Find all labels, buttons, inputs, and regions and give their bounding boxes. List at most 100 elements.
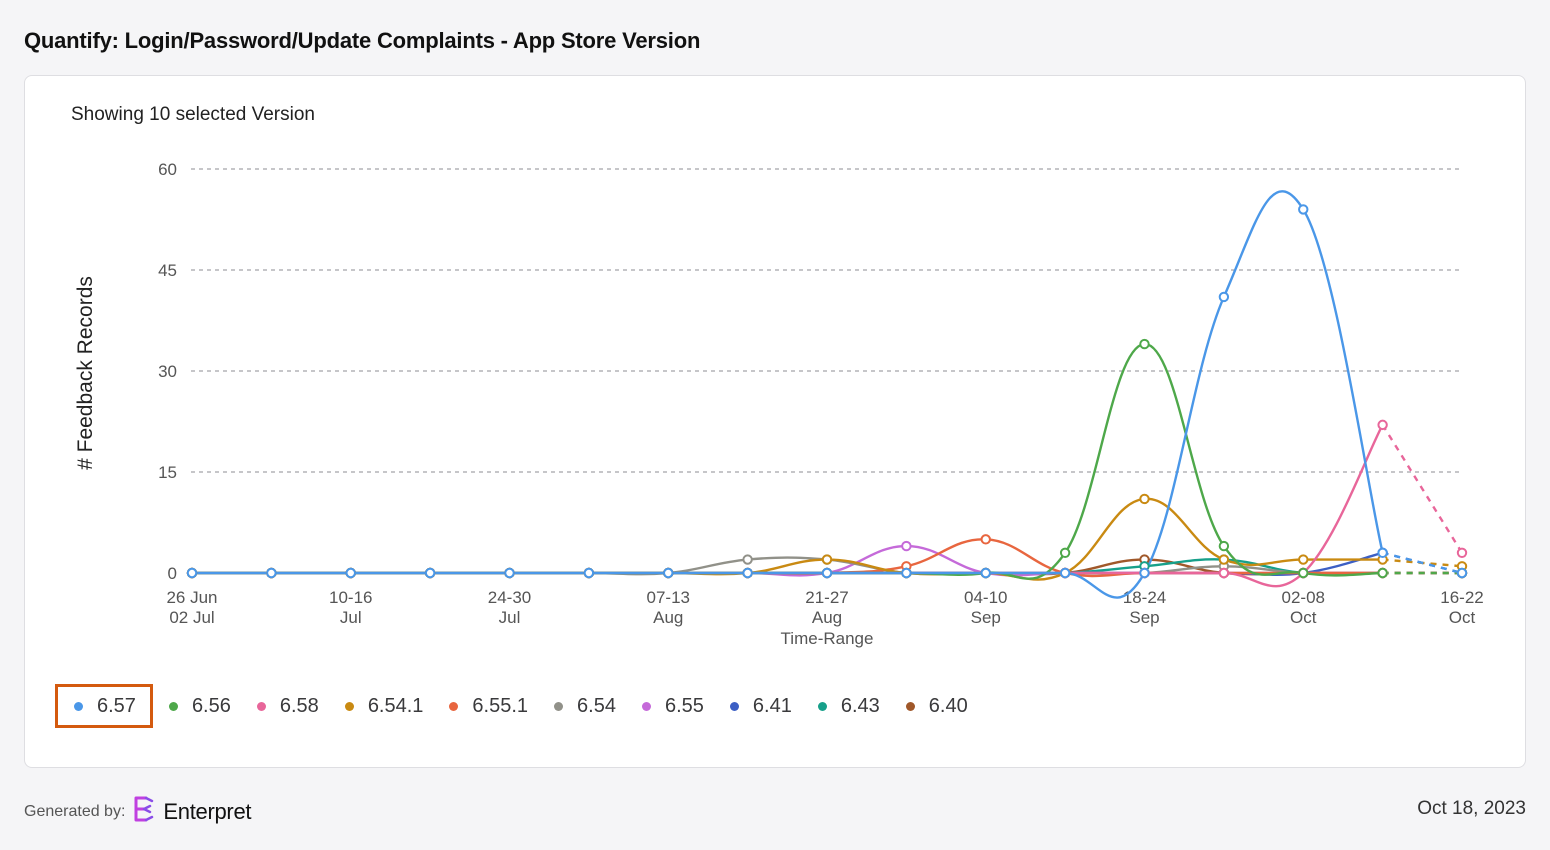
x-tick-label: 04-10: [964, 588, 1007, 607]
x-tick-label: 10-16: [329, 588, 372, 607]
data-point: [345, 567, 356, 579]
data-point: [901, 567, 912, 579]
legend-item-6.57[interactable]: 6.57: [55, 684, 153, 728]
series-partial-line-6.58: [1381, 424, 1464, 554]
data-point: [1139, 338, 1150, 350]
legend-label: 6.56: [191, 694, 231, 717]
data-point: [1456, 567, 1468, 579]
data-point: [583, 567, 595, 579]
generated-by-label: Generated by:: [24, 802, 126, 820]
legend-item-6.41[interactable]: 6.41: [714, 684, 802, 728]
data-point: [821, 554, 833, 565]
x-tick-label: Sep: [1129, 608, 1159, 627]
legend-item-6.54.1[interactable]: 6.54.1: [329, 684, 434, 728]
x-tick-label: Jul: [340, 608, 362, 627]
data-point: [1298, 554, 1309, 565]
data-point: [424, 567, 436, 579]
data-point: [1139, 493, 1150, 505]
data-point: [821, 567, 833, 579]
series-line-6.56: [192, 342, 1383, 580]
legend-item-6.56[interactable]: 6.56: [153, 684, 241, 728]
x-tick-label: 02 Jul: [169, 608, 214, 627]
legend-label: 6.43: [840, 694, 880, 717]
data-point: [1377, 547, 1388, 558]
brand-name: Enterpret: [163, 798, 252, 824]
legend-label: 6.54.1: [367, 694, 424, 717]
legend-item-6.43[interactable]: 6.43: [802, 684, 890, 728]
x-tick-label: 02-08: [1282, 588, 1325, 607]
data-point: [980, 534, 991, 545]
data-point: [1059, 547, 1071, 558]
data-point: [1456, 547, 1468, 558]
data-point: [1218, 567, 1230, 579]
legend-label: 6.55.1: [472, 694, 529, 717]
y-tick-label: 45: [158, 261, 177, 280]
legend-item-6.58[interactable]: 6.58: [241, 684, 329, 728]
legend-label: 6.40: [928, 694, 968, 717]
generated-by: Generated by: Enterpret: [24, 796, 252, 827]
legend-swatch: [74, 701, 83, 711]
x-tick-label: Aug: [812, 608, 842, 627]
series-line-6.57: [192, 190, 1384, 599]
x-axis-label: Time-Range: [781, 629, 874, 648]
data-point: [980, 567, 991, 579]
data-point: [901, 540, 912, 552]
y-tick-label: 60: [158, 160, 177, 179]
legend-item-6.40[interactable]: 6.40: [890, 684, 978, 728]
data-point: [1059, 567, 1071, 579]
x-tick-label: 16-22: [1440, 588, 1483, 607]
legend-label: 6.54: [577, 694, 616, 717]
data-point: [1218, 540, 1230, 552]
legend-item-6.54[interactable]: 6.54: [538, 684, 626, 728]
legend-swatch: [817, 701, 827, 711]
legend-swatch: [641, 701, 651, 711]
data-point: [266, 567, 277, 579]
data-point: [1218, 291, 1230, 303]
legend-label: 6.55: [664, 694, 704, 717]
legend-swatch: [729, 701, 739, 711]
legend-swatch: [554, 701, 564, 711]
legend-item-6.55.1[interactable]: 6.55.1: [433, 684, 538, 728]
report-date: Oct 18, 2023: [1417, 798, 1526, 819]
data-point: [1139, 567, 1150, 579]
page-title: Quantify: Login/Password/Update Complain…: [24, 28, 701, 53]
chart-card: Showing 10 selected Version 0 15 30 45 60 # F…: [24, 75, 1526, 768]
series-line-6.41: [192, 551, 1383, 576]
x-tick-label: Jul: [499, 608, 521, 627]
x-tick-label: 24-30: [488, 588, 531, 607]
x-tick-label: Aug: [653, 608, 683, 627]
chart-legend: 6.57 6.56 6.58 6.54.1 6.55.1 6.54 6.55 6.41 6.43…: [55, 684, 978, 728]
data-point: [1377, 419, 1388, 431]
enterpret-logo-icon: [133, 796, 155, 827]
legend-swatch: [344, 701, 354, 711]
data-point: [1218, 554, 1230, 565]
legend-swatch: [168, 701, 178, 711]
selection-summary: Showing 10 selected Version: [71, 104, 315, 125]
data-point: [504, 567, 515, 579]
data-point: [186, 567, 198, 579]
x-tick-label: 21-27: [805, 588, 848, 607]
legend-swatch: [256, 701, 266, 711]
series-partial-line-6.57: [1382, 551, 1463, 575]
legend-item-6.55[interactable]: 6.55: [626, 684, 714, 728]
x-tick-label: Oct: [1290, 608, 1317, 627]
legend-swatch: [905, 701, 915, 711]
data-point: [1377, 567, 1388, 579]
y-tick-label: 0: [168, 564, 177, 583]
legend-label: 6.58: [279, 694, 319, 717]
x-tick-label: Oct: [1449, 608, 1476, 627]
y-axis-label: # Feedback Records: [74, 276, 97, 470]
data-point: [742, 567, 753, 579]
x-tick-label: 07-13: [647, 588, 690, 607]
y-tick-label: 15: [158, 463, 177, 482]
data-point: [663, 567, 674, 579]
y-tick-label: 30: [158, 362, 177, 381]
data-point: [1298, 567, 1309, 579]
data-point: [742, 554, 753, 565]
legend-label: 6.41: [752, 694, 792, 717]
x-tick-label: 26 Jun: [166, 588, 217, 607]
legend-label: 6.57: [97, 694, 136, 717]
x-tick-label: Sep: [971, 608, 1001, 627]
series-line-6.58: [192, 424, 1384, 588]
